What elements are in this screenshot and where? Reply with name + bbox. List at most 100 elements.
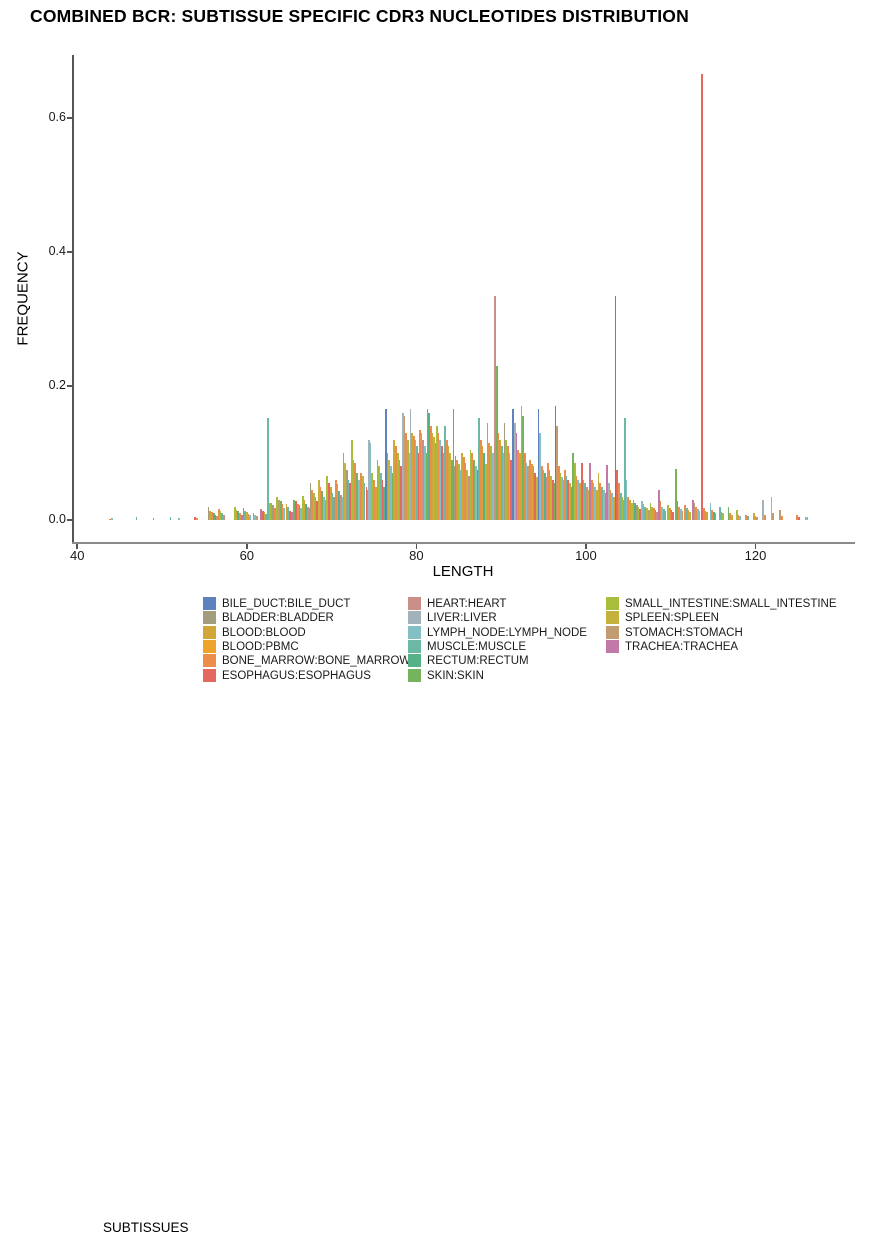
bar-blood-len114 [706,511,709,520]
bar-skin-len111 [674,469,677,520]
bar-trachea-len66 [298,505,301,520]
bar-stomach-len93 [527,466,530,520]
bar-bone_marrow-len116 [720,511,723,520]
bar-bone_marrow-len105 [627,496,630,520]
bar-rectum-len67 [305,503,307,520]
bar-small_intestine-len104 [621,496,624,520]
bar-esophagus-len94 [534,473,536,520]
bar-muscle-len94 [532,466,535,520]
bar-esophagus-len62 [262,510,264,520]
bar-small_intestine-len71 [336,483,339,520]
bar-small_intestine-len93 [520,406,523,520]
bar-blood-len112 [687,509,690,520]
bar-lymph_node-len89 [491,453,494,520]
bar-bone_marrow-len95 [540,466,543,520]
bar-stomach-len122 [772,513,775,520]
legend-swatch [203,654,216,668]
bar-skin-len73 [356,473,358,520]
bar-blood-len92 [518,453,521,520]
bar-muscle-len78 [398,459,401,520]
bar-spleen-len84 [449,453,452,520]
bar-bladder-len56 [207,506,210,520]
x-tick-label: 40 [70,548,85,563]
bar-bone_marrow-len103 [609,489,612,520]
bar-esophagus-len110 [672,511,675,520]
bar-small_intestine-len89 [490,446,492,520]
bar-lymph_node-len93 [525,463,528,520]
bar-stomach-len69 [324,499,327,520]
legend-label: SPLEEN:SPLEEN [625,612,719,625]
bar-muscle-len116 [719,506,721,520]
legend-swatch [606,625,619,639]
bar-lymph_node-len103 [611,493,614,520]
bar-blood-len90 [499,439,502,520]
x-tick-mark [754,544,757,549]
bar-stomach-len56 [216,515,218,520]
y-tick-mark [67,519,72,521]
bar-muscle-len100 [584,483,586,520]
bar-bone_marrow-len120 [754,515,757,520]
bar-esophagus-len96 [552,479,554,520]
bar-spleen-len86 [466,469,469,520]
bar-small_intestine-len110 [667,505,669,520]
bar-spleen-len72 [344,463,346,520]
bar-blood-len105 [629,499,631,520]
x-tick-mark [76,544,78,549]
x-tick-mark [246,544,248,549]
bar-heart-len100 [585,486,588,520]
bar-skin-len87 [473,459,475,520]
bar-blood-len120 [752,513,755,520]
bar-bone_marrow-len72 [342,453,345,520]
bar-bone_marrow-len117 [729,513,731,520]
bar-esophagus-len65 [289,510,291,520]
bar-lymph_node-len126 [806,517,809,520]
bar-esophagus-len56 [214,514,217,520]
bar-muscle-len98 [565,476,568,520]
legend-label: ESOPHAGUS:ESOPHAGUS [222,669,371,682]
bar-blood-len70 [329,486,332,520]
bar-bone_marrow-len68 [311,489,313,520]
bar-bone_marrow-len71 [334,479,337,520]
legend-label: HEART:HEART [427,598,507,610]
bar-bone_marrow-len125 [796,514,798,520]
bar-muscle-len109 [663,509,665,520]
bar-bone_marrow-len113 [695,506,697,520]
bar-trachea-len111 [676,501,679,520]
bar-stomach-len120 [756,516,759,520]
bar-bone_marrow-len110 [669,507,671,520]
bar-bone_marrow-len118 [737,514,740,520]
bar-skin-len93 [522,416,525,520]
bar-small_intestine-len118 [735,509,738,520]
bar-esophagus-len66 [295,501,297,520]
bar-blood-len103 [613,496,615,520]
bar-lymph_node-len111 [680,509,682,520]
legend-swatch [408,611,421,625]
bar-bone_marrow-len107 [642,503,645,520]
bar-skin-len66 [293,499,296,520]
bar-heart-len57 [223,514,225,520]
bar-bone_marrow-len87 [471,453,474,520]
bar-small_intestine-len78 [396,453,399,520]
bar-blood-len84 [447,446,450,520]
legend-label: BILE_DUCT:BILE_DUCT [222,598,351,610]
bar-rectum-len56 [212,513,215,520]
chart-title: COMBINED BCR: SUBTISSUE SPECIFIC CDR3 NU… [30,6,689,26]
bar-bone_marrow-len76 [376,459,379,520]
bar-small_intestine-len95 [542,469,545,520]
bar-small_intestine-len106 [637,506,640,520]
bar-skin-len102 [604,493,607,520]
legend-swatch [606,597,619,610]
bar-muscle-len70 [331,493,334,520]
bar-rectum-len82 [428,412,430,520]
bar-bone_marrow-len82 [429,426,432,520]
bar-blood-len65 [285,503,288,520]
bar-small_intestine-len76 [378,466,380,520]
bar-esophagus-len125 [797,516,800,520]
bar-lymph_node-len99 [577,479,580,520]
bar-bone_marrow-len89 [488,442,491,520]
bar-muscle-len90 [501,446,503,520]
bar-bone_marrow-len100 [582,479,585,520]
bar-bone_marrow-len115 [711,509,714,520]
bar-rectum-len95 [544,473,547,520]
bar-lymph_node-len75 [369,442,372,520]
